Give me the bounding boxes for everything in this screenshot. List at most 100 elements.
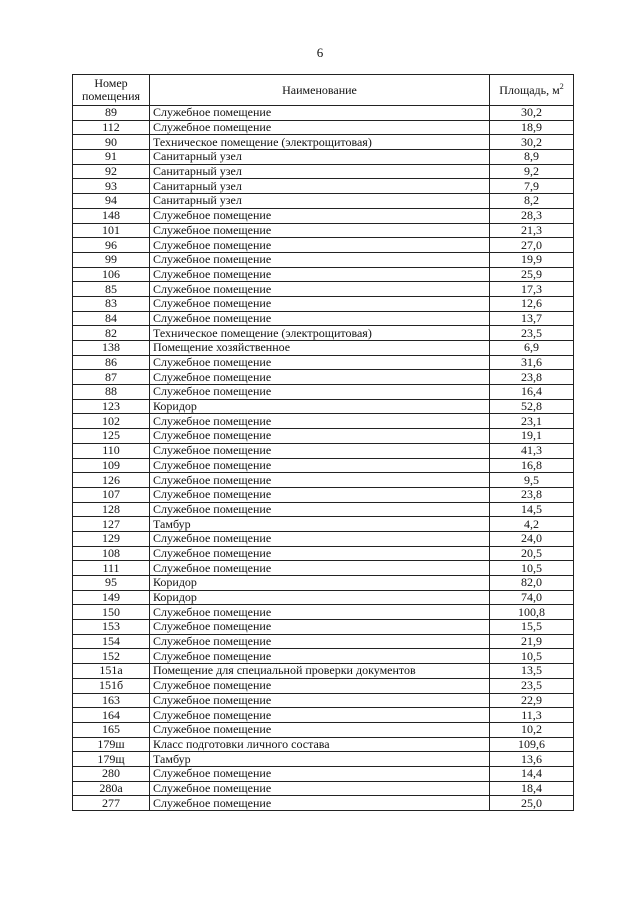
cell-number: 123 [72,398,150,415]
cell-name: Служебное помещение [149,310,490,327]
cell-number: 112 [72,119,150,136]
cell-name: Помещение для специальной проверки докум… [149,663,490,679]
table-row: 165 Служебное помещение 10,2 [72,721,574,738]
cell-area: 8,9 [489,149,574,165]
cell-name: Служебное помещение [149,692,490,709]
cell-name: Служебное помещение [149,633,490,650]
header-area-sup: 2 [559,81,564,91]
table-row: 164 Служебное помещение 11,3 [72,707,574,723]
cell-area: 22,9 [489,692,574,709]
cell-name: Служебное помещение [149,648,490,665]
cell-name: Тамбур [149,751,490,767]
table-row: 99 Служебное помещение 19,9 [72,251,574,268]
table-row: 151б Служебное помещение 23,5 [72,677,574,694]
cell-number: 138 [72,340,150,356]
cell-name: Служебное помещение [149,413,490,430]
table-row: 102 Служебное помещение 23,1 [72,413,574,430]
cell-number: 128 [72,501,150,518]
cell-name: Санитарный узел [149,149,490,165]
table-row: 90 Техническое помещение (электрощитовая)… [72,134,574,151]
cell-number: 90 [72,134,150,151]
table-row: 110 Служебное помещение 41,3 [72,442,574,459]
cell-area: 7,9 [489,178,574,195]
cell-name: Служебное помещение [149,486,490,503]
table-row: 153 Служебное помещение 15,5 [72,619,574,635]
cell-name: Служебное помещение [149,237,490,253]
cell-number: 148 [72,207,150,224]
table-row: 85 Служебное помещение 17,3 [72,281,574,297]
table-row: 88 Служебное помещение 16,4 [72,384,574,400]
header-area-label: Площадь, м [499,82,560,97]
cell-number: 96 [72,237,150,253]
table-row: 93 Санитарный узел 7,9 [72,178,574,195]
table-row: 94 Санитарный узел 8,2 [72,193,574,209]
rooms-table: Номер помещения Наименование Площадь, м2… [72,74,574,811]
cell-number: 101 [72,222,150,239]
cell-area: 9,5 [489,472,574,488]
table-row: 280 Служебное помещение 14,4 [72,765,574,782]
table-row: 92 Санитарный узел 9,2 [72,163,574,180]
cell-area: 52,8 [489,398,574,415]
cell-number: 280а [72,780,150,797]
table-row: 84 Служебное помещение 13,7 [72,310,574,327]
cell-area: 82,0 [489,575,574,591]
cell-area: 13,5 [489,663,574,679]
cell-name: Служебное помещение [149,384,490,400]
cell-number: 91 [72,149,150,165]
cell-number: 179ш [72,736,150,753]
cell-area: 19,9 [489,251,574,268]
cell-number: 150 [72,604,150,621]
table-row: 179ш Класс подготовки личного состава 109,… [72,736,574,753]
table-row: 82 Техническое помещение (электрощитовая)… [72,325,574,341]
cell-number: 110 [72,442,150,459]
cell-name: Служебное помещение [149,677,490,694]
cell-number: 125 [72,428,150,444]
cell-name: Служебное помещение [149,795,490,811]
cell-name: Служебное помещение [149,765,490,782]
cell-number: 165 [72,721,150,738]
cell-name: Служебное помещение [149,501,490,518]
table-row: 96 Служебное помещение 27,0 [72,237,574,253]
cell-area: 30,2 [489,134,574,151]
cell-area: 8,2 [489,193,574,209]
cell-number: 108 [72,545,150,562]
cell-area: 16,4 [489,384,574,400]
cell-number: 277 [72,795,150,811]
cell-number: 129 [72,530,150,547]
cell-name: Коридор [149,575,490,591]
table-row: 89 Служебное помещение 30,2 [72,105,574,121]
cell-area: 10,5 [489,648,574,665]
table-row: 154 Служебное помещение 21,9 [72,633,574,650]
cell-name: Служебное помещение [149,105,490,121]
table-row: 148 Служебное помещение 28,3 [72,207,574,224]
table-row: 151а Помещение для специальной проверки д… [72,663,574,679]
cell-number: 88 [72,384,150,400]
cell-number: 280 [72,765,150,782]
cell-area: 23,8 [489,486,574,503]
cell-area: 23,5 [489,677,574,694]
cell-number: 83 [72,295,150,312]
cell-name: Служебное помещение [149,560,490,576]
cell-number: 149 [72,589,150,606]
table-row: 107 Служебное помещение 23,8 [72,486,574,503]
table-row: 150 Служебное помещение 100,8 [72,604,574,621]
table-row: 163 Служебное помещение 22,9 [72,692,574,709]
cell-number: 87 [72,369,150,386]
cell-area: 25,9 [489,266,574,283]
cell-number: 99 [72,251,150,268]
table-row: 123 Коридор 52,8 [72,398,574,415]
cell-name: Служебное помещение [149,295,490,312]
cell-number: 106 [72,266,150,283]
cell-number: 154 [72,633,150,650]
cell-number: 86 [72,354,150,371]
cell-name: Служебное помещение [149,530,490,547]
table-row: 179щ Тамбур 13,6 [72,751,574,767]
table-row: 83 Служебное помещение 12,6 [72,295,574,312]
cell-area: 24,0 [489,530,574,547]
cell-name: Служебное помещение [149,266,490,283]
cell-number: 94 [72,193,150,209]
cell-area: 15,5 [489,619,574,635]
cell-area: 20,5 [489,545,574,562]
cell-area: 17,3 [489,281,574,297]
cell-area: 74,0 [489,589,574,606]
